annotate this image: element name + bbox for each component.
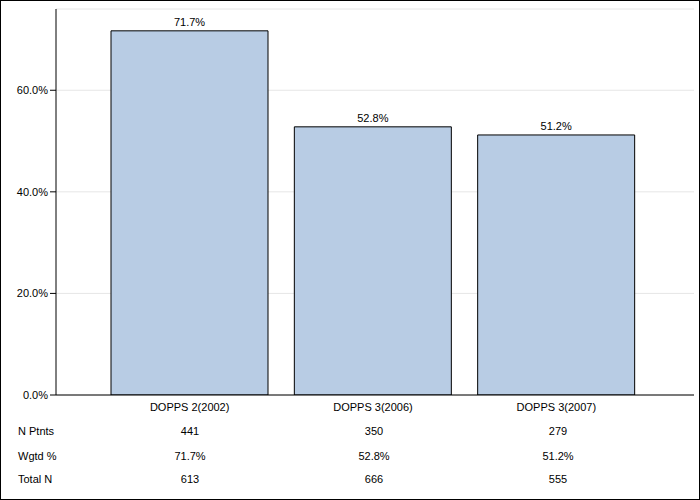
svg-text:71.7%: 71.7% xyxy=(174,16,205,28)
svg-text:DOPPS 3(2007): DOPPS 3(2007) xyxy=(517,401,596,413)
svg-text:51.2%: 51.2% xyxy=(541,120,572,132)
html-text:555: 555 xyxy=(548,473,568,485)
svg-text:40.0%: 40.0% xyxy=(17,186,48,198)
html-text:350: 350 xyxy=(364,425,384,437)
html-text:51.2%: 51.2% xyxy=(542,450,574,462)
html-text:613: 613 xyxy=(180,473,200,485)
html-text:52.8%: 52.8% xyxy=(358,450,390,462)
svg-text:52.8%: 52.8% xyxy=(357,112,388,124)
html-text:N Ptnts: N Ptnts xyxy=(18,425,55,437)
html-text:441: 441 xyxy=(180,425,200,437)
html-text:71.7%: 71.7% xyxy=(174,450,206,462)
svg-text:60.0%: 60.0% xyxy=(17,84,48,96)
html-text:Total N: Total N xyxy=(18,473,53,485)
html-text:279: 279 xyxy=(548,425,568,437)
svg-text:0.0%: 0.0% xyxy=(23,389,48,401)
svg-text:DOPPS 3(2006): DOPPS 3(2006) xyxy=(333,401,412,413)
html-text:Wgtd %: Wgtd % xyxy=(18,450,57,462)
html-text:666: 666 xyxy=(364,473,384,485)
svg-text:DOPPS 2(2002): DOPPS 2(2002) xyxy=(150,401,229,413)
svg-text:20.0%: 20.0% xyxy=(17,287,48,299)
